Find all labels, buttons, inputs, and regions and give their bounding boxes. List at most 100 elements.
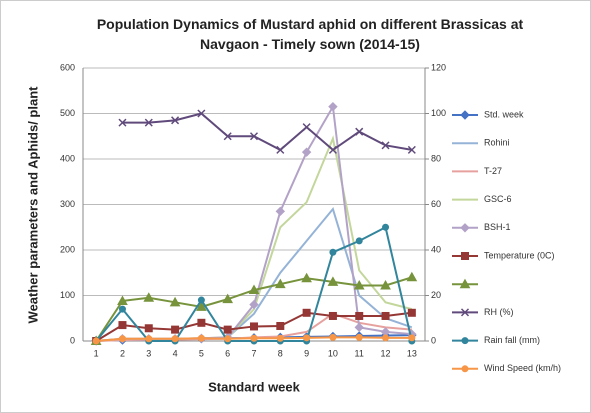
series-line bbox=[122, 112, 413, 152]
marker bbox=[301, 272, 312, 283]
marker bbox=[355, 311, 364, 320]
legend-label: Rain fall (mm) bbox=[484, 335, 540, 345]
x-tick-label: 11 bbox=[355, 348, 364, 358]
y-tick-label: 0 bbox=[70, 335, 75, 345]
marker bbox=[301, 147, 312, 157]
x-tick-label: 6 bbox=[225, 348, 230, 358]
y2-tick-label: 100 bbox=[431, 108, 446, 118]
legend-label: GSC-6 bbox=[484, 194, 512, 204]
marker bbox=[171, 325, 180, 334]
marker bbox=[118, 335, 126, 343]
x-tick-label: 4 bbox=[173, 348, 178, 358]
marker bbox=[460, 223, 470, 233]
marker bbox=[276, 145, 285, 154]
marker bbox=[249, 299, 259, 310]
y2-tick-label: 0 bbox=[431, 335, 436, 345]
y-tick-label: 500 bbox=[60, 108, 75, 118]
legend-label: BSH-1 bbox=[484, 222, 511, 232]
marker bbox=[408, 334, 416, 342]
marker bbox=[248, 284, 260, 295]
marker bbox=[197, 296, 205, 304]
marker bbox=[461, 337, 469, 345]
marker bbox=[461, 365, 469, 373]
marker bbox=[143, 292, 155, 302]
y2-tick-label: 40 bbox=[431, 244, 441, 254]
marker bbox=[355, 127, 364, 136]
x-tick-label: 9 bbox=[304, 348, 309, 358]
marker bbox=[117, 295, 128, 305]
y2-tick-label: 120 bbox=[431, 62, 446, 72]
marker bbox=[460, 308, 470, 317]
marker bbox=[406, 271, 418, 282]
legend-label: Temperature (0C) bbox=[484, 250, 555, 260]
marker bbox=[460, 110, 470, 120]
y-tick-label: 200 bbox=[60, 244, 75, 254]
marker bbox=[118, 321, 127, 330]
marker bbox=[329, 333, 337, 341]
marker bbox=[197, 334, 205, 342]
marker bbox=[353, 279, 365, 290]
marker bbox=[276, 334, 284, 342]
marker bbox=[382, 223, 390, 231]
legend-label: T-27 bbox=[484, 166, 502, 176]
x-tick-label: 13 bbox=[407, 348, 417, 358]
marker bbox=[327, 276, 339, 286]
x-axis-label: Standard week bbox=[208, 379, 301, 394]
marker bbox=[196, 301, 207, 311]
marker bbox=[224, 335, 232, 343]
marker bbox=[355, 333, 363, 341]
y-tick-label: 300 bbox=[60, 199, 75, 209]
legend-label: Std. week bbox=[484, 109, 524, 119]
legend-label: Wind Speed (km/h) bbox=[484, 363, 561, 373]
marker bbox=[144, 118, 153, 127]
marker bbox=[382, 334, 390, 342]
marker bbox=[171, 335, 179, 343]
x-tick-label: 1 bbox=[94, 348, 99, 358]
x-tick-label: 3 bbox=[146, 348, 151, 358]
y-axis-label: Weather parameters and Aphids/ plant bbox=[25, 86, 40, 324]
y2-tick-label: 80 bbox=[431, 153, 441, 163]
marker bbox=[302, 123, 311, 132]
x-tick-label: 8 bbox=[278, 348, 283, 358]
marker bbox=[145, 335, 153, 343]
y-tick-label: 400 bbox=[60, 153, 75, 163]
marker bbox=[171, 116, 180, 125]
marker bbox=[169, 296, 181, 307]
marker bbox=[302, 308, 311, 317]
marker bbox=[303, 334, 311, 342]
marker bbox=[407, 308, 416, 317]
marker bbox=[381, 311, 390, 320]
marker bbox=[354, 322, 364, 333]
y-tick-label: 600 bbox=[60, 62, 75, 72]
marker bbox=[250, 322, 258, 331]
y2-tick-label: 60 bbox=[431, 199, 441, 209]
x-tick-label: 2 bbox=[120, 348, 125, 358]
marker bbox=[223, 132, 232, 141]
marker bbox=[328, 101, 338, 112]
x-tick-label: 5 bbox=[199, 348, 204, 358]
chart-title: Population Dynamics of Mustard aphid on … bbox=[96, 16, 524, 52]
marker bbox=[197, 109, 206, 118]
marker bbox=[328, 311, 337, 320]
marker bbox=[250, 334, 258, 342]
marker bbox=[329, 248, 337, 256]
y-tick-label: 100 bbox=[60, 290, 75, 300]
marker bbox=[459, 278, 471, 289]
marker bbox=[407, 145, 416, 154]
marker bbox=[276, 321, 285, 330]
x-tick-label: 12 bbox=[381, 348, 391, 358]
marker bbox=[197, 318, 206, 327]
marker bbox=[381, 141, 390, 150]
y2-tick-label: 20 bbox=[431, 290, 441, 300]
marker bbox=[92, 337, 100, 345]
x-tick-label: 10 bbox=[328, 348, 338, 358]
marker bbox=[461, 252, 469, 260]
marker bbox=[144, 324, 153, 333]
marker bbox=[118, 118, 127, 127]
x-tick-label: 7 bbox=[251, 348, 256, 358]
marker bbox=[328, 145, 337, 154]
marker bbox=[380, 279, 391, 290]
marker bbox=[222, 293, 234, 304]
